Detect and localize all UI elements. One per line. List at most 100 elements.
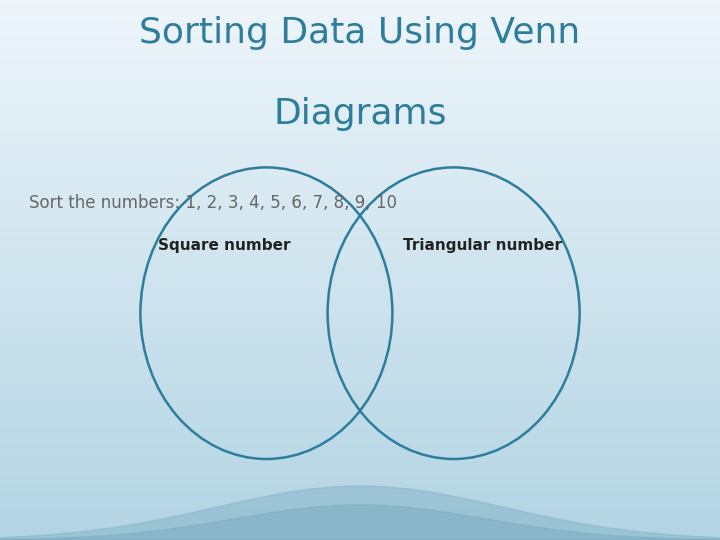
- Bar: [0, 36, 720, 38]
- Bar: [0, 484, 720, 486]
- Bar: [0, 319, 720, 320]
- Bar: [0, 432, 720, 434]
- Bar: [0, 410, 720, 412]
- Bar: [0, 347, 720, 349]
- Bar: [0, 63, 720, 65]
- Bar: [0, 103, 720, 104]
- Bar: [0, 366, 720, 367]
- Bar: [0, 117, 720, 119]
- Bar: [0, 96, 720, 97]
- Bar: [0, 74, 720, 76]
- Bar: [0, 25, 720, 27]
- Bar: [0, 173, 720, 174]
- Bar: [0, 301, 720, 302]
- Bar: [0, 93, 720, 96]
- Bar: [0, 2, 720, 4]
- Bar: [0, 277, 720, 279]
- Bar: [0, 427, 720, 428]
- Bar: [0, 128, 720, 130]
- Bar: [0, 517, 720, 518]
- Bar: [0, 65, 720, 66]
- Bar: [0, 443, 720, 444]
- Bar: [0, 214, 720, 216]
- Bar: [0, 0, 720, 2]
- Bar: [0, 133, 720, 135]
- Bar: [0, 282, 720, 285]
- Bar: [0, 11, 720, 12]
- Bar: [0, 380, 720, 382]
- Bar: [0, 124, 720, 126]
- Bar: [0, 529, 720, 531]
- Bar: [0, 4, 720, 5]
- Bar: [0, 70, 720, 72]
- Bar: [0, 509, 720, 511]
- Bar: [0, 486, 720, 488]
- Bar: [0, 531, 720, 533]
- Bar: [0, 367, 720, 369]
- Bar: [0, 265, 720, 266]
- Bar: [0, 398, 720, 400]
- Bar: [0, 313, 720, 315]
- Bar: [0, 106, 720, 108]
- Bar: [0, 243, 720, 245]
- Bar: [0, 400, 720, 401]
- Bar: [0, 193, 720, 194]
- Bar: [0, 34, 720, 36]
- Bar: [0, 86, 720, 88]
- Bar: [0, 258, 720, 259]
- Bar: [0, 252, 720, 254]
- Bar: [0, 166, 720, 167]
- Text: Diagrams: Diagrams: [274, 97, 446, 131]
- Bar: [0, 241, 720, 243]
- Bar: [0, 385, 720, 387]
- Bar: [0, 29, 720, 31]
- Bar: [0, 137, 720, 139]
- Bar: [0, 295, 720, 297]
- Bar: [0, 371, 720, 373]
- Bar: [0, 7, 720, 9]
- Bar: [0, 147, 720, 150]
- Bar: [0, 498, 720, 501]
- Bar: [0, 425, 720, 427]
- Bar: [0, 113, 720, 115]
- Bar: [0, 180, 720, 182]
- Bar: [0, 205, 720, 207]
- Bar: [0, 493, 720, 495]
- Bar: [0, 259, 720, 261]
- Bar: [0, 185, 720, 187]
- Bar: [0, 18, 720, 20]
- Bar: [0, 232, 720, 234]
- Bar: [0, 228, 720, 231]
- Bar: [0, 511, 720, 513]
- Bar: [0, 416, 720, 417]
- Bar: [0, 304, 720, 306]
- Bar: [0, 515, 720, 517]
- Bar: [0, 528, 720, 529]
- Bar: [0, 441, 720, 443]
- Bar: [0, 231, 720, 232]
- Bar: [0, 535, 720, 536]
- Bar: [0, 245, 720, 247]
- Bar: [0, 360, 720, 362]
- Bar: [0, 297, 720, 299]
- Bar: [0, 88, 720, 90]
- Bar: [0, 160, 720, 162]
- Bar: [0, 184, 720, 185]
- Bar: [0, 436, 720, 437]
- Bar: [0, 513, 720, 515]
- Bar: [0, 394, 720, 396]
- Bar: [0, 201, 720, 204]
- Bar: [0, 376, 720, 378]
- Bar: [0, 263, 720, 265]
- Bar: [0, 355, 720, 356]
- Bar: [0, 290, 720, 292]
- Bar: [0, 454, 720, 455]
- Bar: [0, 340, 720, 342]
- Bar: [0, 191, 720, 193]
- Bar: [0, 130, 720, 131]
- Bar: [0, 306, 720, 308]
- Bar: [0, 285, 720, 286]
- Bar: [0, 444, 720, 447]
- Bar: [0, 520, 720, 522]
- Bar: [0, 501, 720, 502]
